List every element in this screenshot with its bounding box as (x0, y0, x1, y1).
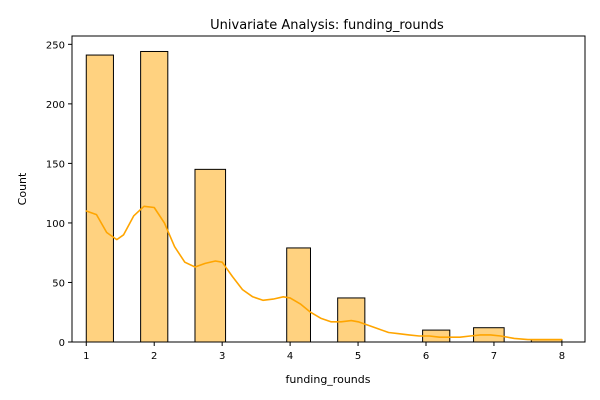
y-tick-label: 100 (46, 219, 65, 230)
chart-title: Univariate Analysis: funding_rounds (210, 18, 444, 33)
kde-layer (85, 205, 563, 341)
y-tick-label: 50 (52, 278, 65, 289)
x-tick-label: 6 (423, 351, 429, 362)
x-axis-label: funding_rounds (286, 373, 371, 386)
plot-frame (71, 35, 586, 343)
y-axis-label: Count (16, 172, 29, 205)
x-tick-label: 7 (491, 351, 497, 362)
x-tick-label: 2 (151, 351, 157, 362)
y-tick-label: 200 (46, 100, 65, 111)
y-tick-label: 250 (46, 40, 65, 51)
kde-curve (85, 205, 563, 341)
y-tick-label: 0 (59, 338, 65, 349)
histogram-bar-2 (140, 50, 169, 343)
y-tick-label: 150 (46, 159, 65, 170)
x-tick-label: 4 (287, 351, 293, 362)
x-tick-label: 1 (83, 351, 89, 362)
bars-layer (85, 50, 563, 343)
x-tick-label: 5 (355, 351, 361, 362)
histogram-bar-1 (85, 54, 114, 343)
y-axis: 0 50 100 150 200 250 (46, 40, 72, 349)
histogram-bar-4 (286, 247, 311, 343)
histogram-bar-3 (194, 168, 227, 343)
x-tick-label: 3 (219, 351, 225, 362)
x-tick-label: 8 (559, 351, 565, 362)
x-axis: 1 2 3 4 5 6 7 8 (83, 342, 565, 362)
